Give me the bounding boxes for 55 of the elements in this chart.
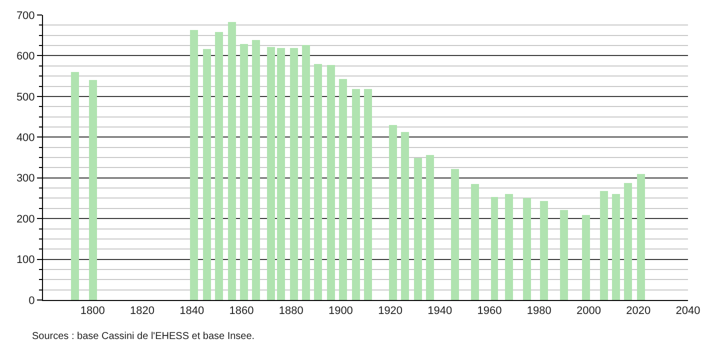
bar — [302, 45, 310, 300]
source-note: Sources : base Cassini de l'EHESS et base Insee. — [32, 331, 255, 340]
y-tick-label: 0 — [28, 294, 35, 307]
bar — [203, 49, 211, 300]
x-tick-label: 1860 — [229, 305, 254, 318]
bar — [471, 184, 479, 300]
bar — [71, 72, 79, 300]
y-tick-label: 200 — [16, 213, 35, 226]
x-tick-label: 2020 — [626, 305, 651, 318]
x-tick-label: 1820 — [130, 305, 154, 318]
bar — [389, 125, 397, 300]
bar — [277, 48, 285, 300]
bar — [267, 47, 275, 300]
x-tick-label: 2000 — [576, 305, 602, 318]
x-tick-label: 1900 — [328, 305, 353, 318]
bar — [451, 169, 459, 300]
bar — [600, 191, 608, 300]
x-tick-label: 1920 — [378, 305, 403, 318]
bar — [228, 22, 236, 300]
bar — [364, 89, 372, 300]
bar — [426, 155, 434, 300]
y-tick-label: 100 — [16, 254, 35, 266]
y-tick-label: 700 — [16, 10, 35, 22]
bar — [540, 201, 548, 300]
bar — [582, 215, 590, 300]
bar — [314, 64, 322, 300]
bar — [190, 30, 198, 300]
bar — [523, 198, 531, 300]
bar — [612, 194, 620, 300]
x-tick-label: 1880 — [278, 305, 304, 318]
y-tick-label: 300 — [16, 172, 35, 185]
bar — [491, 197, 498, 300]
bar — [215, 32, 223, 300]
bar — [327, 65, 335, 300]
x-tick-label: 1980 — [526, 305, 552, 318]
x-tick-label: 1840 — [180, 305, 204, 318]
bar — [89, 80, 97, 300]
y-tick-label: 500 — [16, 91, 35, 104]
bar — [252, 40, 260, 300]
bar — [637, 174, 645, 300]
x-tick-label: 2040 — [676, 305, 700, 318]
bar — [352, 89, 360, 300]
bar — [560, 210, 568, 300]
x-tick-label: 1800 — [80, 305, 105, 318]
bar — [624, 183, 632, 300]
bar — [290, 48, 298, 300]
bar — [505, 194, 513, 300]
y-tick-label: 400 — [16, 132, 35, 144]
bar — [414, 158, 422, 300]
bar — [401, 132, 409, 300]
y-tick-label: 600 — [16, 50, 35, 63]
bar — [240, 44, 248, 300]
bar — [339, 79, 347, 300]
x-tick-label: 1960 — [477, 305, 502, 318]
x-tick-label: 1940 — [428, 305, 452, 318]
